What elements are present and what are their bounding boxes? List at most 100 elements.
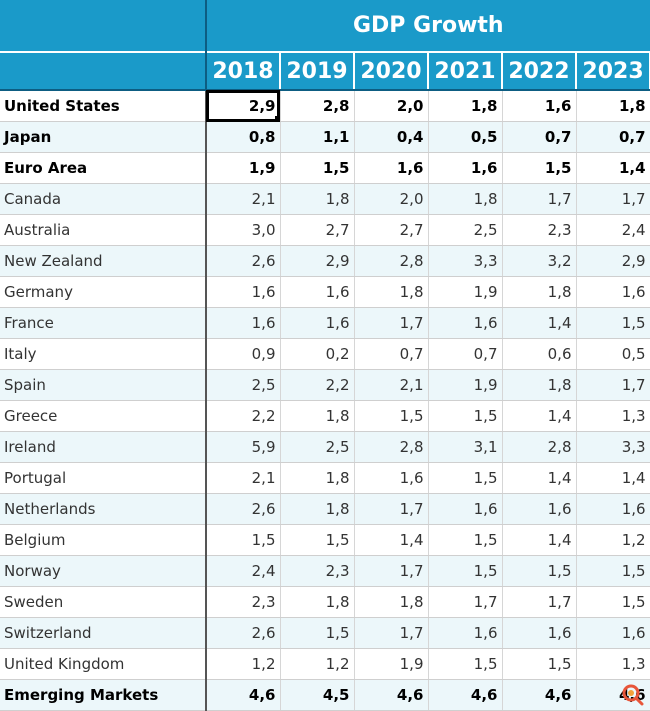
- value-cell[interactable]: 1,8: [280, 462, 355, 494]
- value-cell[interactable]: 1,1: [280, 121, 355, 153]
- value-cell[interactable]: 1,9: [206, 152, 281, 184]
- value-cell[interactable]: 1,5: [502, 152, 577, 184]
- column-header-2019[interactable]: 2019: [280, 51, 355, 91]
- value-cell[interactable]: 1,9: [354, 648, 429, 680]
- table-title[interactable]: GDP Growth: [206, 0, 650, 52]
- value-cell[interactable]: 1,5: [576, 555, 650, 587]
- value-cell[interactable]: 3,2: [502, 245, 577, 277]
- column-header-2021[interactable]: 2021: [428, 51, 503, 91]
- value-cell[interactable]: 2,8: [502, 431, 577, 463]
- value-cell[interactable]: 1,6: [576, 493, 650, 525]
- value-cell[interactable]: 2,0: [354, 183, 429, 215]
- value-cell[interactable]: 0,7: [502, 121, 577, 153]
- value-cell[interactable]: 1,7: [576, 369, 650, 401]
- value-cell[interactable]: 1,6: [280, 307, 355, 339]
- value-cell[interactable]: 2,7: [354, 214, 429, 246]
- row-label-cell[interactable]: Netherlands: [0, 493, 207, 525]
- value-cell[interactable]: 1,8: [502, 369, 577, 401]
- value-cell[interactable]: 1,6: [576, 617, 650, 649]
- value-cell[interactable]: 2,6: [206, 617, 281, 649]
- value-cell[interactable]: 2,3: [206, 586, 281, 618]
- value-cell[interactable]: 1,5: [428, 462, 503, 494]
- value-cell[interactable]: 2,9: [576, 245, 650, 277]
- value-cell[interactable]: 1,5: [502, 648, 577, 680]
- value-cell[interactable]: 2,4: [206, 555, 281, 587]
- value-cell[interactable]: 1,7: [354, 493, 429, 525]
- value-cell[interactable]: 0,7: [576, 121, 650, 153]
- value-cell[interactable]: 1,6: [428, 152, 503, 184]
- value-cell[interactable]: 1,5: [502, 555, 577, 587]
- value-cell[interactable]: 2,4: [576, 214, 650, 246]
- value-cell[interactable]: 2,7: [280, 214, 355, 246]
- row-label-cell[interactable]: Canada: [0, 183, 207, 215]
- value-cell[interactable]: 3,3: [428, 245, 503, 277]
- value-cell[interactable]: 2,1: [206, 183, 281, 215]
- value-cell[interactable]: 0,5: [576, 338, 650, 370]
- value-cell[interactable]: 0,2: [280, 338, 355, 370]
- value-cell[interactable]: 4,6: [206, 679, 281, 711]
- value-cell[interactable]: 2,6: [206, 493, 281, 525]
- value-cell[interactable]: 1,5: [280, 617, 355, 649]
- value-cell[interactable]: 1,7: [502, 183, 577, 215]
- value-cell[interactable]: 2,2: [206, 400, 281, 432]
- value-cell[interactable]: 2,9: [280, 245, 355, 277]
- value-cell[interactable]: 1,6: [502, 90, 577, 122]
- value-cell[interactable]: 1,6: [206, 276, 281, 308]
- row-label-cell[interactable]: Japan: [0, 121, 207, 153]
- value-cell[interactable]: 1,3: [576, 648, 650, 680]
- value-cell[interactable]: 1,8: [502, 276, 577, 308]
- row-label-cell[interactable]: Belgium: [0, 524, 207, 556]
- row-label-cell[interactable]: Italy: [0, 338, 207, 370]
- header-corner-cell[interactable]: [0, 0, 207, 52]
- selected-value-cell[interactable]: 2,9: [206, 90, 281, 122]
- value-cell[interactable]: 2,3: [502, 214, 577, 246]
- row-label-cell[interactable]: Norway: [0, 555, 207, 587]
- value-cell[interactable]: 0,7: [354, 338, 429, 370]
- row-label-cell[interactable]: Spain: [0, 369, 207, 401]
- value-cell[interactable]: 1,6: [354, 462, 429, 494]
- value-cell[interactable]: 1,9: [428, 369, 503, 401]
- row-label-cell[interactable]: United States: [0, 90, 207, 122]
- column-header-2018[interactable]: 2018: [206, 51, 281, 91]
- value-cell[interactable]: 1,7: [502, 586, 577, 618]
- value-cell[interactable]: 1,6: [206, 307, 281, 339]
- value-cell[interactable]: 0,5: [428, 121, 503, 153]
- row-label-cell[interactable]: Emerging Markets: [0, 679, 207, 711]
- value-cell[interactable]: 1,5: [206, 524, 281, 556]
- value-cell[interactable]: 1,6: [280, 276, 355, 308]
- value-cell[interactable]: 5,9: [206, 431, 281, 463]
- row-label-cell[interactable]: Euro Area: [0, 152, 207, 184]
- row-label-cell[interactable]: Portugal: [0, 462, 207, 494]
- value-cell[interactable]: 1,8: [280, 183, 355, 215]
- value-cell[interactable]: 1,8: [280, 400, 355, 432]
- value-cell[interactable]: 1,6: [502, 617, 577, 649]
- value-cell[interactable]: 0,6: [502, 338, 577, 370]
- value-cell[interactable]: 1,6: [502, 493, 577, 525]
- value-cell[interactable]: 1,6: [428, 307, 503, 339]
- row-label-cell[interactable]: Ireland: [0, 431, 207, 463]
- value-cell[interactable]: 1,5: [428, 524, 503, 556]
- value-cell[interactable]: 2,5: [280, 431, 355, 463]
- value-cell[interactable]: 2,1: [354, 369, 429, 401]
- value-cell[interactable]: 3,0: [206, 214, 281, 246]
- value-cell[interactable]: 2,3: [280, 555, 355, 587]
- value-cell[interactable]: 1,8: [428, 183, 503, 215]
- value-cell[interactable]: 1,2: [280, 648, 355, 680]
- row-label-cell[interactable]: Germany: [0, 276, 207, 308]
- value-cell[interactable]: 1,4: [502, 462, 577, 494]
- fill-handle[interactable]: [274, 116, 279, 121]
- value-cell[interactable]: 2,5: [206, 369, 281, 401]
- value-cell[interactable]: 0,7: [428, 338, 503, 370]
- column-header-2023[interactable]: 2023: [576, 51, 650, 91]
- row-label-cell[interactable]: Switzerland: [0, 617, 207, 649]
- value-cell[interactable]: 1,5: [280, 152, 355, 184]
- value-cell[interactable]: 3,3: [576, 431, 650, 463]
- value-cell[interactable]: 1,8: [354, 586, 429, 618]
- value-cell[interactable]: 1,8: [280, 586, 355, 618]
- value-cell[interactable]: 3,1: [428, 431, 503, 463]
- value-cell[interactable]: 1,5: [280, 524, 355, 556]
- value-cell[interactable]: 2,8: [354, 245, 429, 277]
- value-cell[interactable]: 1,5: [428, 400, 503, 432]
- value-cell[interactable]: 1,5: [428, 555, 503, 587]
- row-label-cell[interactable]: Australia: [0, 214, 207, 246]
